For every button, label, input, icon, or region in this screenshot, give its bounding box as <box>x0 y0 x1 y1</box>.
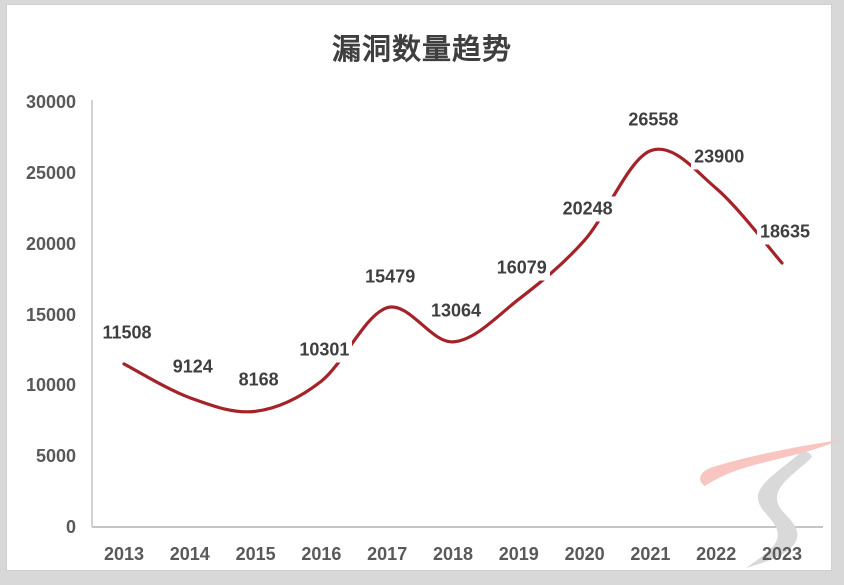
y-axis-tick-label: 5000 <box>35 446 76 467</box>
data-point-label: 11508 <box>99 320 155 346</box>
x-axis-tick-label: 2017 <box>367 544 408 564</box>
data-point-label: 18635 <box>756 219 814 245</box>
trend-line <box>122 147 784 414</box>
x-axis-tick-label: 2019 <box>498 544 539 564</box>
data-point-label: 20248 <box>559 196 616 222</box>
x-axis-tick-label: 2021 <box>630 544 671 564</box>
x-axis-tick-label: 2022 <box>696 544 737 564</box>
x-axis-tick-label: 2016 <box>301 544 342 564</box>
data-point-label: 9124 <box>169 354 216 380</box>
data-point-label: 26558 <box>625 107 682 133</box>
watermark-pink-brush-stroke-icon <box>700 440 839 486</box>
data-point-label: 13064 <box>427 298 485 324</box>
chart-title: 漏洞数量趋势 <box>331 34 512 66</box>
data-point-label: 8168 <box>235 367 282 393</box>
data-point-label: 16079 <box>493 255 550 281</box>
x-axis-tick-label: 2013 <box>103 544 145 564</box>
y-axis-tick-label: 25000 <box>25 162 76 183</box>
y-axis-tick-label: 20000 <box>25 233 76 254</box>
brush-logo-watermark <box>700 440 839 568</box>
y-axis-tick-label: 30000 <box>25 92 76 112</box>
y-axis-tick-label: 0 <box>65 517 76 537</box>
watermark-gray-swoosh-icon <box>746 451 812 568</box>
data-point-label: 15479 <box>362 264 419 290</box>
x-axis-tick-label: 2020 <box>564 544 605 564</box>
x-axis-tick-label: 2014 <box>169 544 210 564</box>
x-axis-tick-label: 2015 <box>235 544 276 564</box>
chart-card <box>6 4 832 571</box>
y-axis-tick-label: 15000 <box>25 304 76 325</box>
data-point-label: 10301 <box>296 337 353 363</box>
x-axis-tick-label: 2018 <box>432 544 474 564</box>
data-point-label: 23900 <box>691 144 748 170</box>
x-axis-tick-label: 2023 <box>761 544 803 564</box>
y-axis-tick-label: 10000 <box>25 375 76 396</box>
